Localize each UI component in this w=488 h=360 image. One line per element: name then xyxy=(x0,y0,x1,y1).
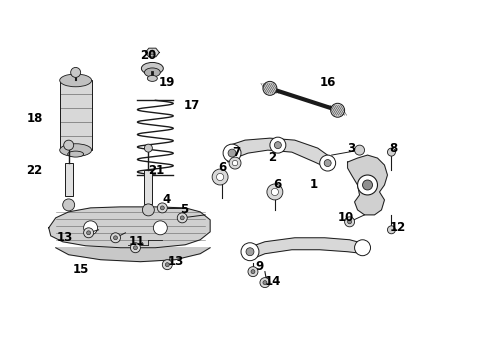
Ellipse shape xyxy=(141,62,163,75)
Circle shape xyxy=(354,145,364,155)
Ellipse shape xyxy=(60,144,91,157)
Circle shape xyxy=(362,180,372,190)
Text: 7: 7 xyxy=(232,145,240,159)
Circle shape xyxy=(86,231,90,235)
Text: 10: 10 xyxy=(337,211,353,224)
Circle shape xyxy=(386,226,395,234)
Text: 12: 12 xyxy=(388,221,405,234)
Circle shape xyxy=(266,184,282,200)
Text: 11: 11 xyxy=(128,235,144,248)
Circle shape xyxy=(162,260,172,270)
Bar xyxy=(144,170,152,204)
Text: 21: 21 xyxy=(148,163,164,176)
Circle shape xyxy=(247,267,258,276)
Polygon shape xyxy=(244,238,364,260)
Circle shape xyxy=(319,155,335,171)
Circle shape xyxy=(250,270,254,274)
Circle shape xyxy=(153,221,167,235)
Circle shape xyxy=(269,137,285,153)
Circle shape xyxy=(357,175,377,195)
Circle shape xyxy=(165,263,169,267)
Circle shape xyxy=(245,248,253,256)
Text: 16: 16 xyxy=(319,76,335,89)
Text: 19: 19 xyxy=(158,76,174,89)
Text: 5: 5 xyxy=(180,203,188,216)
Text: 20: 20 xyxy=(140,49,156,62)
Text: 15: 15 xyxy=(73,263,89,276)
Text: 2: 2 xyxy=(267,150,275,163)
Circle shape xyxy=(133,246,137,250)
Polygon shape xyxy=(56,248,210,262)
Circle shape xyxy=(62,199,75,211)
Circle shape xyxy=(216,174,223,181)
Circle shape xyxy=(260,278,269,288)
Circle shape xyxy=(142,204,154,216)
Circle shape xyxy=(344,217,354,227)
Circle shape xyxy=(271,188,278,195)
Circle shape xyxy=(83,221,98,235)
Circle shape xyxy=(330,103,344,117)
Ellipse shape xyxy=(67,151,83,157)
Circle shape xyxy=(110,233,120,243)
Polygon shape xyxy=(49,207,210,248)
Circle shape xyxy=(227,149,236,157)
Text: 8: 8 xyxy=(388,141,397,155)
Circle shape xyxy=(212,169,227,185)
Text: 13: 13 xyxy=(167,255,183,268)
Circle shape xyxy=(83,228,93,238)
Text: 6: 6 xyxy=(218,161,226,174)
Ellipse shape xyxy=(147,75,157,81)
Text: 6: 6 xyxy=(272,179,281,192)
Text: 9: 9 xyxy=(254,260,263,273)
Circle shape xyxy=(180,216,184,220)
Circle shape xyxy=(113,236,117,240)
Circle shape xyxy=(354,240,370,256)
Circle shape xyxy=(386,148,395,156)
Circle shape xyxy=(223,144,241,162)
Circle shape xyxy=(228,157,241,169)
Circle shape xyxy=(274,141,281,149)
Circle shape xyxy=(160,206,164,210)
Text: 4: 4 xyxy=(162,193,170,206)
Bar xyxy=(60,80,91,150)
Circle shape xyxy=(347,220,351,224)
Circle shape xyxy=(71,67,81,77)
Text: 17: 17 xyxy=(183,99,199,112)
Circle shape xyxy=(263,81,276,95)
Polygon shape xyxy=(224,138,331,168)
Text: 3: 3 xyxy=(347,141,355,155)
Bar xyxy=(64,163,73,196)
Ellipse shape xyxy=(60,74,91,87)
Text: 1: 1 xyxy=(309,179,317,192)
Circle shape xyxy=(130,243,140,253)
Text: 13: 13 xyxy=(56,231,73,244)
Circle shape xyxy=(157,203,167,213)
Polygon shape xyxy=(145,48,159,57)
Polygon shape xyxy=(347,155,386,215)
Ellipse shape xyxy=(144,68,160,77)
Circle shape xyxy=(144,144,152,152)
Circle shape xyxy=(263,280,266,285)
Circle shape xyxy=(149,50,155,55)
Circle shape xyxy=(324,159,330,167)
Text: 14: 14 xyxy=(264,275,281,288)
Text: 18: 18 xyxy=(26,112,42,125)
Circle shape xyxy=(232,160,237,166)
Circle shape xyxy=(63,140,74,150)
Text: 22: 22 xyxy=(26,163,42,176)
Circle shape xyxy=(241,243,259,261)
Circle shape xyxy=(177,213,187,223)
